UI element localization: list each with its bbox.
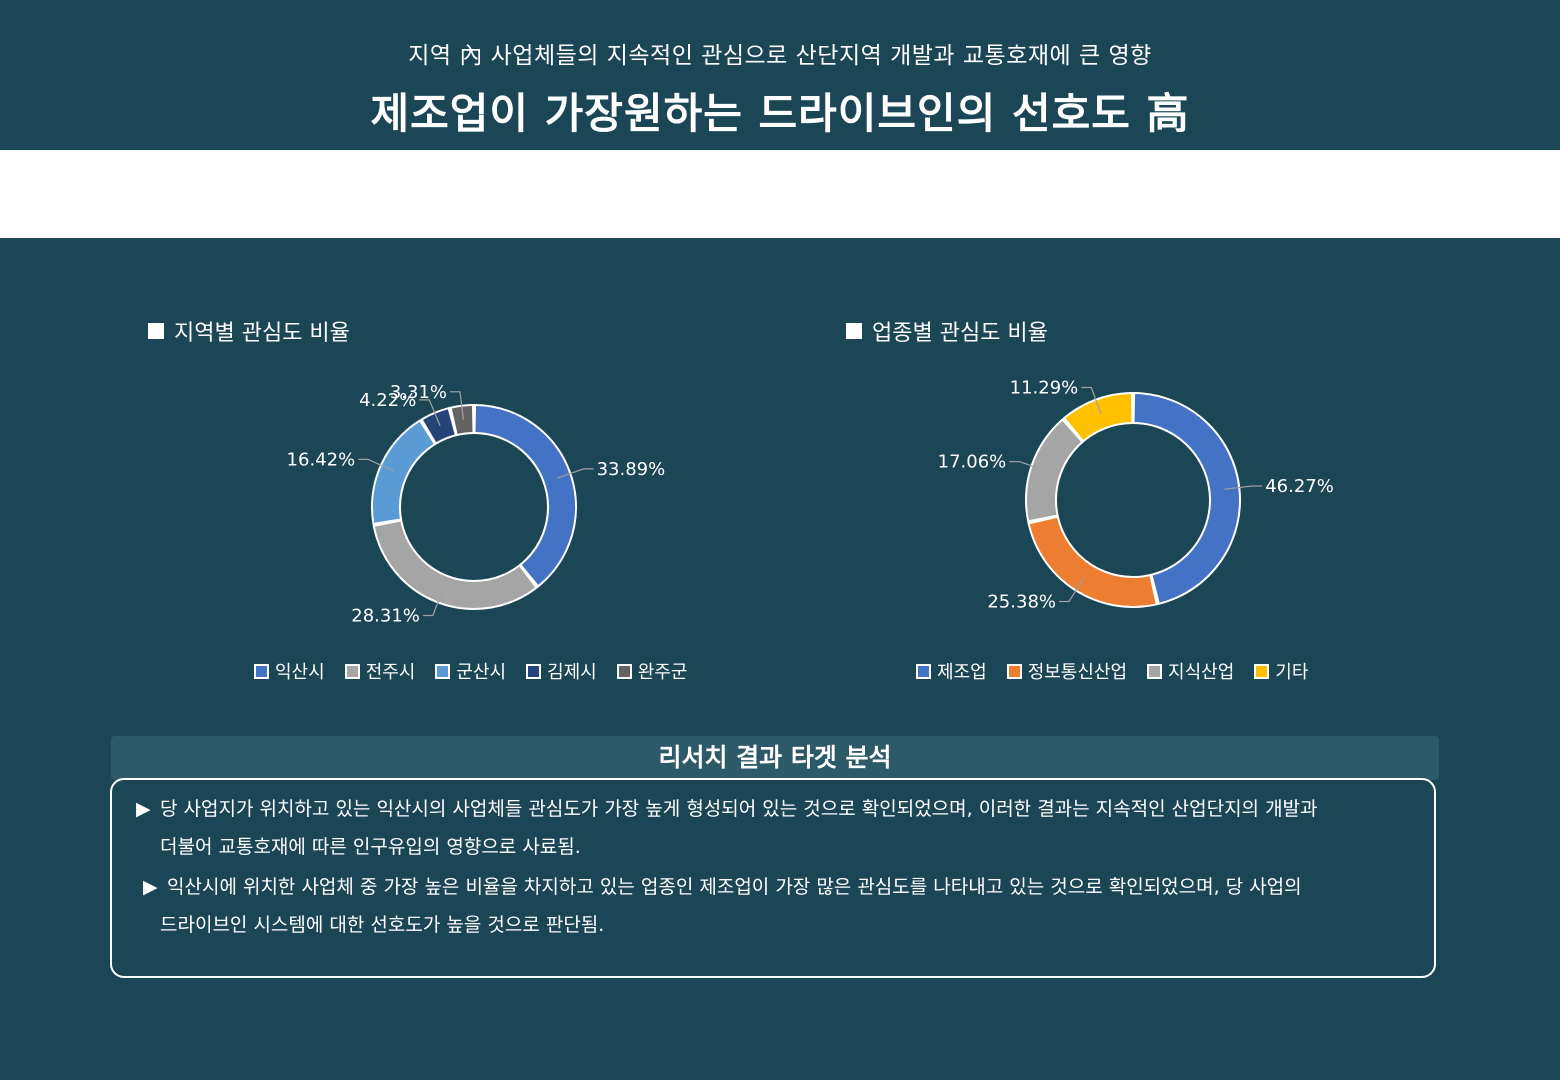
legend-label: 완주군 <box>637 662 688 683</box>
legend-swatch-icon <box>254 663 269 679</box>
legend-label: 정보통신산업 <box>1027 662 1128 683</box>
analysis-p1-line2: 더불어 교통호재에 따른 인구유입의 영향으로 사료됨. <box>160 836 581 858</box>
heading-square-icon <box>846 323 862 339</box>
industry-data-label-1: 46.27% <box>1265 476 1334 497</box>
white-band <box>0 150 1560 238</box>
region-data-label-2: 28.31% <box>351 606 420 627</box>
legend-swatch-icon <box>435 663 451 679</box>
industry-slice-2 <box>1029 517 1156 606</box>
industry-slice-1 <box>1134 394 1239 603</box>
analysis-p2-line1: 익산시에 위치한 사업체 중 가장 높은 비율을 차지하고 있는 업종인 제조업… <box>167 876 1302 898</box>
legend-swatch-icon <box>526 663 542 679</box>
region-chart-title: 지역별 관심도 비율 <box>174 321 350 346</box>
industry-slice-3 <box>1027 420 1082 521</box>
analysis-box <box>110 778 1436 978</box>
industry-legend-item-1: 제조업 <box>916 658 987 684</box>
legend-label: 김제시 <box>547 662 597 683</box>
industry-chart-title: 업종별 관심도 비율 <box>872 321 1048 346</box>
region-legend-item-5: 완주군 <box>616 658 688 684</box>
header-banner: 지역 內 사업체들의 지속적인 관심으로 산단지역 개발과 교통호재에 큰 영향… <box>0 0 1560 150</box>
play-arrow-icon: ▶ <box>143 876 158 898</box>
region-chart-legend: 익산시 전주시 군산시 김제시 완주군 <box>254 658 707 684</box>
region-chart-heading: 지역별 관심도 비율 <box>148 315 350 347</box>
region-data-label-5: 3.31% <box>390 382 447 403</box>
region-legend-item-4: 김제시 <box>526 658 597 684</box>
industry-data-label-2: 25.38% <box>987 592 1056 613</box>
legend-swatch-icon <box>1147 663 1163 679</box>
region-legend-item-1: 익산시 <box>254 658 325 684</box>
legend-label: 군산시 <box>456 662 507 683</box>
industry-slice-4 <box>1065 394 1132 441</box>
legend-swatch-icon <box>344 663 360 679</box>
legend-swatch-icon <box>916 663 931 679</box>
analysis-paragraph-1: ▶ 당 사업지가 위치하고 있는 익산시의 사업체들 관심도가 가장 높게 형성되… <box>136 790 1318 828</box>
heading-square-icon <box>148 323 164 339</box>
legend-label: 익산시 <box>275 662 325 683</box>
region-data-label-3: 16.42% <box>287 449 356 470</box>
region-legend-item-2: 전주시 <box>344 658 416 684</box>
industry-chart-heading: 업종별 관심도 비율 <box>846 315 1048 347</box>
page-subtitle: 지역 內 사업체들의 지속적인 관심으로 산단지역 개발과 교통호재에 큰 영향 <box>408 43 1152 69</box>
region-data-label-4: 4.22% <box>359 390 416 411</box>
industry-leader-line-4 <box>1081 386 1102 414</box>
region-leader-line-3 <box>358 458 395 472</box>
legend-swatch-icon <box>616 663 632 679</box>
analysis-paragraph-2: ▶ 익산시에 위치한 사업체 중 가장 높은 비율을 차지하고 있는 업종인 제조… <box>143 868 1302 906</box>
region-slice-4 <box>423 409 456 443</box>
region-leader-line-1 <box>556 468 594 479</box>
region-slice-2 <box>374 521 536 608</box>
analysis-p1-line1: 당 사업지가 위치하고 있는 익산시의 사업체들 관심도가 가장 높게 형성되어… <box>160 798 1318 820</box>
region-legend-item-3: 군산시 <box>435 658 506 684</box>
industry-legend-item-4: 기타 <box>1254 658 1308 684</box>
page-title: 제조업이 가장원하는 드라이브인의 선호도 高 <box>370 89 1190 138</box>
analysis-p2-line2: 드라이브인 시스템에 대한 선호도가 높을 것으로 판단됨. <box>160 914 605 936</box>
industry-chart-legend: 제조업 정보통신산업 지식산업 기타 <box>916 658 1328 684</box>
industry-leader-line-1 <box>1224 485 1263 490</box>
legend-label: 지식산업 <box>1168 662 1235 683</box>
analysis-heading: 리서치 결과 타겟 분석 <box>111 736 1439 780</box>
legend-swatch-icon <box>1254 663 1270 679</box>
legend-swatch-icon <box>1006 663 1022 679</box>
legend-label: 전주시 <box>365 662 416 683</box>
industry-legend-item-3: 지식산업 <box>1147 658 1234 684</box>
donut-charts: 33.89% 28.31% 16.42% 4.22%3.31% 46.27% 25.38%… <box>287 378 1334 627</box>
region-leader-line-5 <box>450 391 464 420</box>
region-leader-line-4 <box>419 399 441 427</box>
industry-leader-line-3 <box>1009 461 1046 472</box>
region-leader-line-2 <box>422 589 444 617</box>
region-slice-1 <box>475 406 575 585</box>
legend-label: 제조업 <box>937 662 987 683</box>
region-slice-5 <box>451 406 473 434</box>
analysis-paragraph-2-cont: 드라이브인 시스템에 대한 선호도가 높을 것으로 판단됨. <box>160 906 604 944</box>
legend-label: 기타 <box>1275 662 1309 683</box>
play-arrow-icon: ▶ <box>136 798 151 820</box>
industry-data-label-3: 17.06% <box>938 452 1007 473</box>
region-data-label-1: 33.89% <box>597 459 666 480</box>
industry-leader-line-2 <box>1059 577 1085 603</box>
industry-legend-item-2: 정보통신산업 <box>1006 658 1128 684</box>
analysis-paragraph-1-cont: 더불어 교통호재에 따른 인구유입의 영향으로 사료됨. <box>160 828 581 866</box>
industry-data-label-4: 11.29% <box>1010 378 1079 399</box>
